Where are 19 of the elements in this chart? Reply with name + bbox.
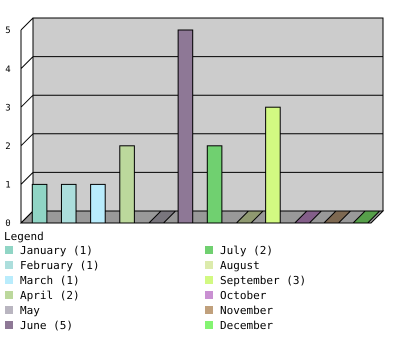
legend-label: December: [220, 318, 274, 332]
legend-label: August: [220, 258, 260, 272]
legend-label: October: [220, 288, 267, 302]
y-tick-label: 5: [5, 26, 11, 36]
legend-label: November: [220, 304, 274, 317]
y-tick-label: 4: [5, 64, 11, 75]
legend-title: Legend: [4, 230, 44, 243]
legend-label: July (2): [220, 244, 273, 257]
legend-label: February (1): [20, 258, 100, 272]
legend-label: March (1): [20, 274, 80, 287]
y-tick-label: 2: [5, 142, 11, 152]
legend-label: September (3): [220, 274, 306, 287]
y-tick-label: 3: [5, 103, 11, 114]
legend-label: January (1): [20, 244, 93, 257]
legend-label: May: [20, 304, 40, 317]
legend-label: April (2): [20, 288, 80, 302]
y-tick-label: 0: [5, 219, 11, 230]
legend-label: June (5): [20, 318, 73, 332]
y-tick-label: 1: [5, 180, 11, 191]
